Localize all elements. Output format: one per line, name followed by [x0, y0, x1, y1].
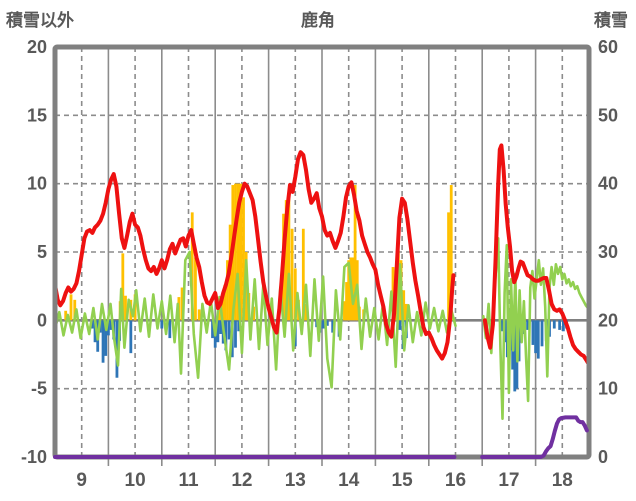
- orange-bar: [343, 301, 346, 321]
- orange-bar: [234, 183, 237, 321]
- left-axis-tick-label: 10: [27, 174, 47, 194]
- chart-title: 鹿角: [301, 11, 335, 30]
- blue-bar: [531, 320, 535, 345]
- x-axis-tick-label: 9: [76, 470, 87, 491]
- orange-bar: [124, 295, 127, 321]
- orange-bar: [345, 282, 348, 321]
- x-axis-tick-label: 16: [445, 470, 466, 491]
- green-line: [53, 250, 457, 389]
- orange-bar: [404, 303, 408, 321]
- blue-bar: [331, 320, 335, 333]
- x-axis-tick-label: 18: [552, 470, 573, 491]
- blue-bar: [558, 320, 562, 330]
- orange-bar: [449, 185, 453, 321]
- right-axis-tick-label: 50: [598, 105, 618, 125]
- right-axis-tick-label: 60: [598, 37, 618, 57]
- blue-bar: [234, 320, 237, 348]
- blue-bar: [321, 320, 325, 329]
- x-axis-tick-label: 15: [392, 470, 414, 491]
- orange-bar: [402, 290, 406, 321]
- blue-bar: [325, 320, 329, 326]
- blue-bar: [500, 320, 504, 332]
- blue-bar: [211, 320, 214, 339]
- blue-bar: [219, 320, 222, 334]
- right-axis-tick-label: 10: [598, 379, 618, 399]
- orange-bar: [284, 200, 288, 321]
- x-axis-tick-label: 17: [498, 470, 519, 491]
- purple-snow-line: [480, 415, 589, 459]
- right-axis-tick-label: 0: [598, 447, 608, 467]
- blue-bar: [90, 320, 94, 329]
- orange-bar: [447, 212, 450, 321]
- blue-bar: [93, 320, 97, 343]
- left-axis-tick-label: 20: [27, 37, 47, 57]
- orange-bar: [301, 228, 305, 321]
- x-axis-tick-label: 12: [231, 470, 252, 491]
- orange-bar: [180, 287, 184, 321]
- orange-bar: [242, 197, 245, 321]
- orange-bar: [64, 310, 68, 321]
- left-axis-tick-label: 15: [27, 105, 47, 125]
- orange-bar: [347, 260, 351, 321]
- left-axis-tick-label: 5: [37, 242, 47, 262]
- x-axis-tick-label: 11: [178, 470, 199, 491]
- left-axis-tick-label: 0: [37, 310, 47, 330]
- right-axis-tick-label: 20: [598, 310, 618, 330]
- orange-bar: [226, 260, 229, 321]
- x-axis-tick-label: 13: [285, 470, 306, 491]
- orange-bar: [194, 257, 197, 321]
- x-axis-tick-label: 14: [338, 470, 360, 491]
- blue-bar: [104, 320, 108, 356]
- blue-bar: [101, 320, 105, 363]
- orange-bar: [287, 198, 291, 321]
- right-axis-title: 積雪: [594, 11, 628, 30]
- x-axis-tick-label: 10: [125, 470, 146, 491]
- red-line: [53, 150, 456, 361]
- blue-bar: [561, 320, 565, 332]
- orange-bar: [239, 183, 243, 321]
- blue-bar: [129, 320, 133, 354]
- blue-bar: [109, 320, 113, 330]
- orange-bar: [293, 268, 297, 321]
- blue-bar: [513, 320, 517, 392]
- orange-bar: [197, 309, 201, 321]
- orange-bar: [190, 212, 194, 321]
- blue-bar: [227, 320, 231, 340]
- orange-bar: [121, 253, 125, 321]
- blue-bar: [107, 320, 110, 336]
- right-axis-tick-label: 40: [598, 174, 618, 194]
- blue-bar: [237, 320, 241, 332]
- left-axis-tick-label: -5: [31, 379, 47, 399]
- blue-bar: [552, 320, 556, 329]
- right-axis-tick-label: 30: [598, 242, 618, 262]
- blue-bar: [526, 320, 529, 330]
- orange-bar: [73, 299, 77, 321]
- orange-bar: [236, 183, 240, 321]
- blue-bar: [160, 320, 164, 329]
- left-axis-title: 積雪以外: [6, 11, 74, 30]
- blue-bar: [224, 320, 228, 351]
- orange-bar: [252, 306, 256, 321]
- red-line: [482, 143, 590, 365]
- left-axis-tick-label: -10: [21, 447, 47, 467]
- orange-bar: [218, 303, 221, 321]
- orange-bar: [223, 284, 227, 321]
- blue-bar: [534, 320, 537, 354]
- orange-bar: [353, 185, 357, 321]
- orange-bar: [304, 303, 308, 321]
- orange-bar: [391, 267, 395, 321]
- orange-bar: [69, 294, 73, 321]
- blue-bar: [216, 320, 220, 343]
- orange-bar: [290, 228, 294, 321]
- blue-bar: [168, 320, 172, 339]
- blue-bar: [398, 320, 402, 330]
- blue-bar: [536, 320, 540, 359]
- orange-bar: [351, 257, 355, 321]
- blue-bar: [540, 320, 544, 347]
